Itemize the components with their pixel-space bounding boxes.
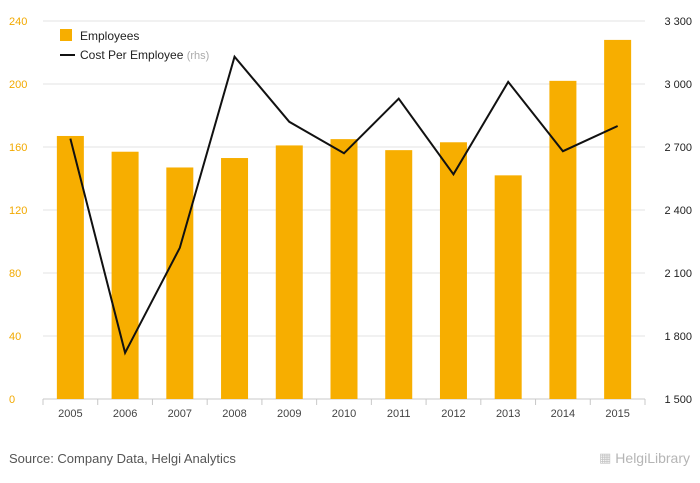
right-axis-tick: 2 700 xyxy=(664,142,692,154)
x-axis-tick: 2013 xyxy=(496,408,520,420)
brand-name: HelgiLibrary xyxy=(615,450,690,466)
x-axis-tick: 2007 xyxy=(168,408,192,420)
legend-cost-axis-note: (rhs) xyxy=(187,50,210,62)
employees-bar xyxy=(494,175,522,399)
employees-bar xyxy=(56,135,84,399)
right-axis-tick: 1 800 xyxy=(664,331,692,343)
x-axis-tick: 2015 xyxy=(605,408,629,420)
left-axis-tick: 80 xyxy=(9,268,21,280)
x-axis-tick: 2005 xyxy=(58,408,82,420)
x-axis-tick: 2009 xyxy=(277,408,301,420)
employees-bar xyxy=(385,150,413,399)
x-axis-tick: 2006 xyxy=(113,408,137,420)
x-axis-tick: 2014 xyxy=(551,408,575,420)
x-axis-tick: 2011 xyxy=(387,408,411,420)
employees-bar xyxy=(275,145,303,399)
chart: 0 40 80 120 160 200 240 1 500 1 800 2 100 2 400 2 7… xyxy=(9,16,692,420)
legend-cost-label: Cost Per Employee (rhs) xyxy=(80,48,209,62)
legend-employees-swatch xyxy=(60,29,72,41)
employees-bar xyxy=(111,151,139,399)
x-axis-tick: 2010 xyxy=(332,408,356,420)
employees-bar xyxy=(166,167,194,399)
legend-employees-label: Employees xyxy=(80,29,139,43)
right-axis-tick: 1 500 xyxy=(664,394,692,406)
x-axis-tick: 2008 xyxy=(222,408,246,420)
left-axis-tick: 200 xyxy=(9,79,27,91)
brand-logo: ▦ HelgiLibrary xyxy=(599,450,690,466)
x-axis-tick: 2012 xyxy=(441,408,465,420)
left-axis-tick: 40 xyxy=(9,331,21,343)
left-axis-tick: 160 xyxy=(9,142,27,154)
right-axis-tick: 3 300 xyxy=(664,16,692,28)
employees-bar xyxy=(549,80,577,399)
left-axis-tick: 120 xyxy=(9,205,27,217)
employees-bar xyxy=(604,39,632,400)
right-axis-tick: 3 000 xyxy=(664,79,692,91)
library-icon: ▦ xyxy=(599,450,612,465)
employees-bar xyxy=(330,139,358,399)
right-axis-tick: 2 100 xyxy=(664,268,692,280)
left-axis-tick: 240 xyxy=(9,16,27,28)
left-axis-tick: 0 xyxy=(9,394,15,406)
employees-bar xyxy=(221,158,249,399)
right-axis-tick: 2 400 xyxy=(664,205,692,217)
source-note: Source: Company Data, Helgi Analytics xyxy=(9,451,236,466)
employees-bar xyxy=(439,142,467,399)
legend-cost-name: Cost Per Employee xyxy=(80,48,187,62)
